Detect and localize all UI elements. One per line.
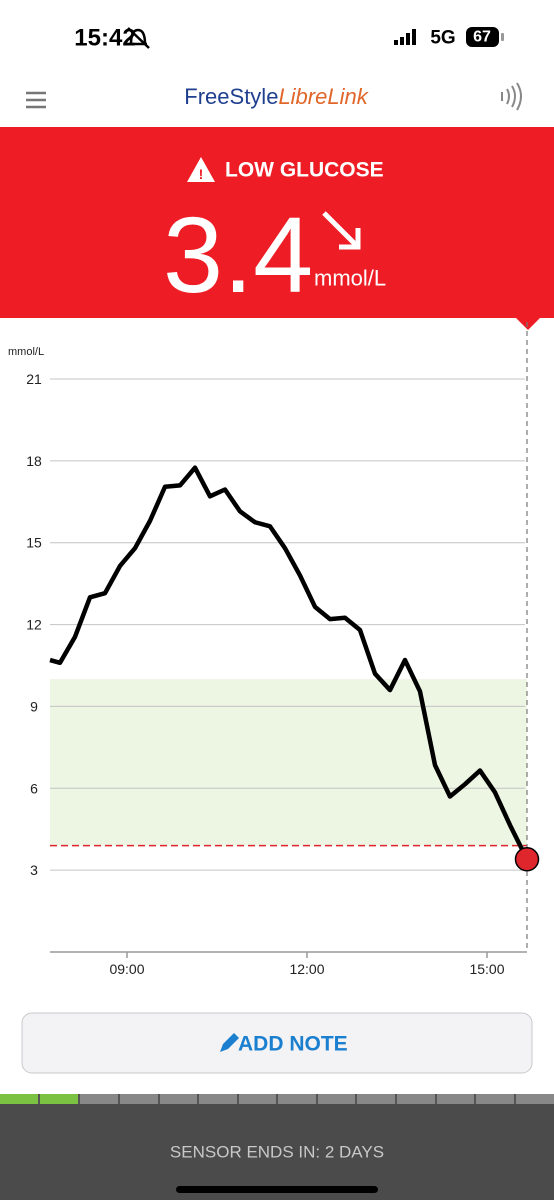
- y-tick-label: 12: [26, 617, 42, 633]
- y-tick-label: 18: [26, 453, 42, 469]
- y-tick-label: 3: [30, 862, 38, 878]
- alert-status: LOW GLUCOSE: [225, 159, 384, 182]
- battery-tip: [501, 33, 504, 41]
- menu-button[interactable]: [26, 91, 46, 109]
- x-tick-label: 12:00: [289, 961, 324, 977]
- sensor-progress: [0, 1094, 554, 1104]
- home-indicator: [176, 1186, 378, 1193]
- glucose-line: [49, 465, 530, 861]
- current-reading-dot: [514, 846, 540, 872]
- glucose-value: 3.4: [163, 194, 313, 315]
- brand-main: FreeStyle: [184, 84, 278, 109]
- warning-mark: !: [199, 166, 204, 182]
- trend-arrow: [322, 211, 361, 250]
- glucose-unit: mmol/L: [314, 266, 386, 291]
- network: 5G: [430, 28, 455, 49]
- target-range: [50, 679, 527, 846]
- banner-pointer: [516, 318, 540, 330]
- add-note-button[interactable]: [21, 1012, 533, 1074]
- app-logo: FreeStyleLibreLink: [184, 84, 368, 109]
- battery-level: 67: [473, 29, 491, 46]
- footer: [0, 1104, 554, 1200]
- brand-accent: LibreLink: [278, 84, 368, 109]
- mute-icon: [127, 27, 150, 49]
- y-tick-label: 21: [26, 371, 42, 387]
- status-time: 15:42: [74, 25, 135, 52]
- signal-icon: [394, 29, 416, 45]
- warning-icon: [187, 157, 215, 182]
- sensor-status: SENSOR ENDS IN: 2 DAYS: [170, 1143, 384, 1162]
- glucose-chart: mmol/L 3 6 9 12 15 18 21 09:00 12:00 15:00: [8, 322, 540, 977]
- y-axis-label: mmol/L: [8, 346, 44, 358]
- y-tick-label: 15: [26, 535, 42, 551]
- y-tick-label: 9: [30, 698, 38, 714]
- battery: [466, 27, 499, 47]
- pencil-icon: [220, 1033, 239, 1052]
- x-tick-label: 15:00: [469, 961, 504, 977]
- x-tick-label: 09:00: [109, 961, 144, 977]
- alert-banner: [0, 127, 554, 318]
- y-tick-label: 6: [30, 780, 38, 796]
- scan-icon[interactable]: [501, 82, 522, 111]
- add-note-label: ADD NOTE: [238, 1033, 348, 1056]
